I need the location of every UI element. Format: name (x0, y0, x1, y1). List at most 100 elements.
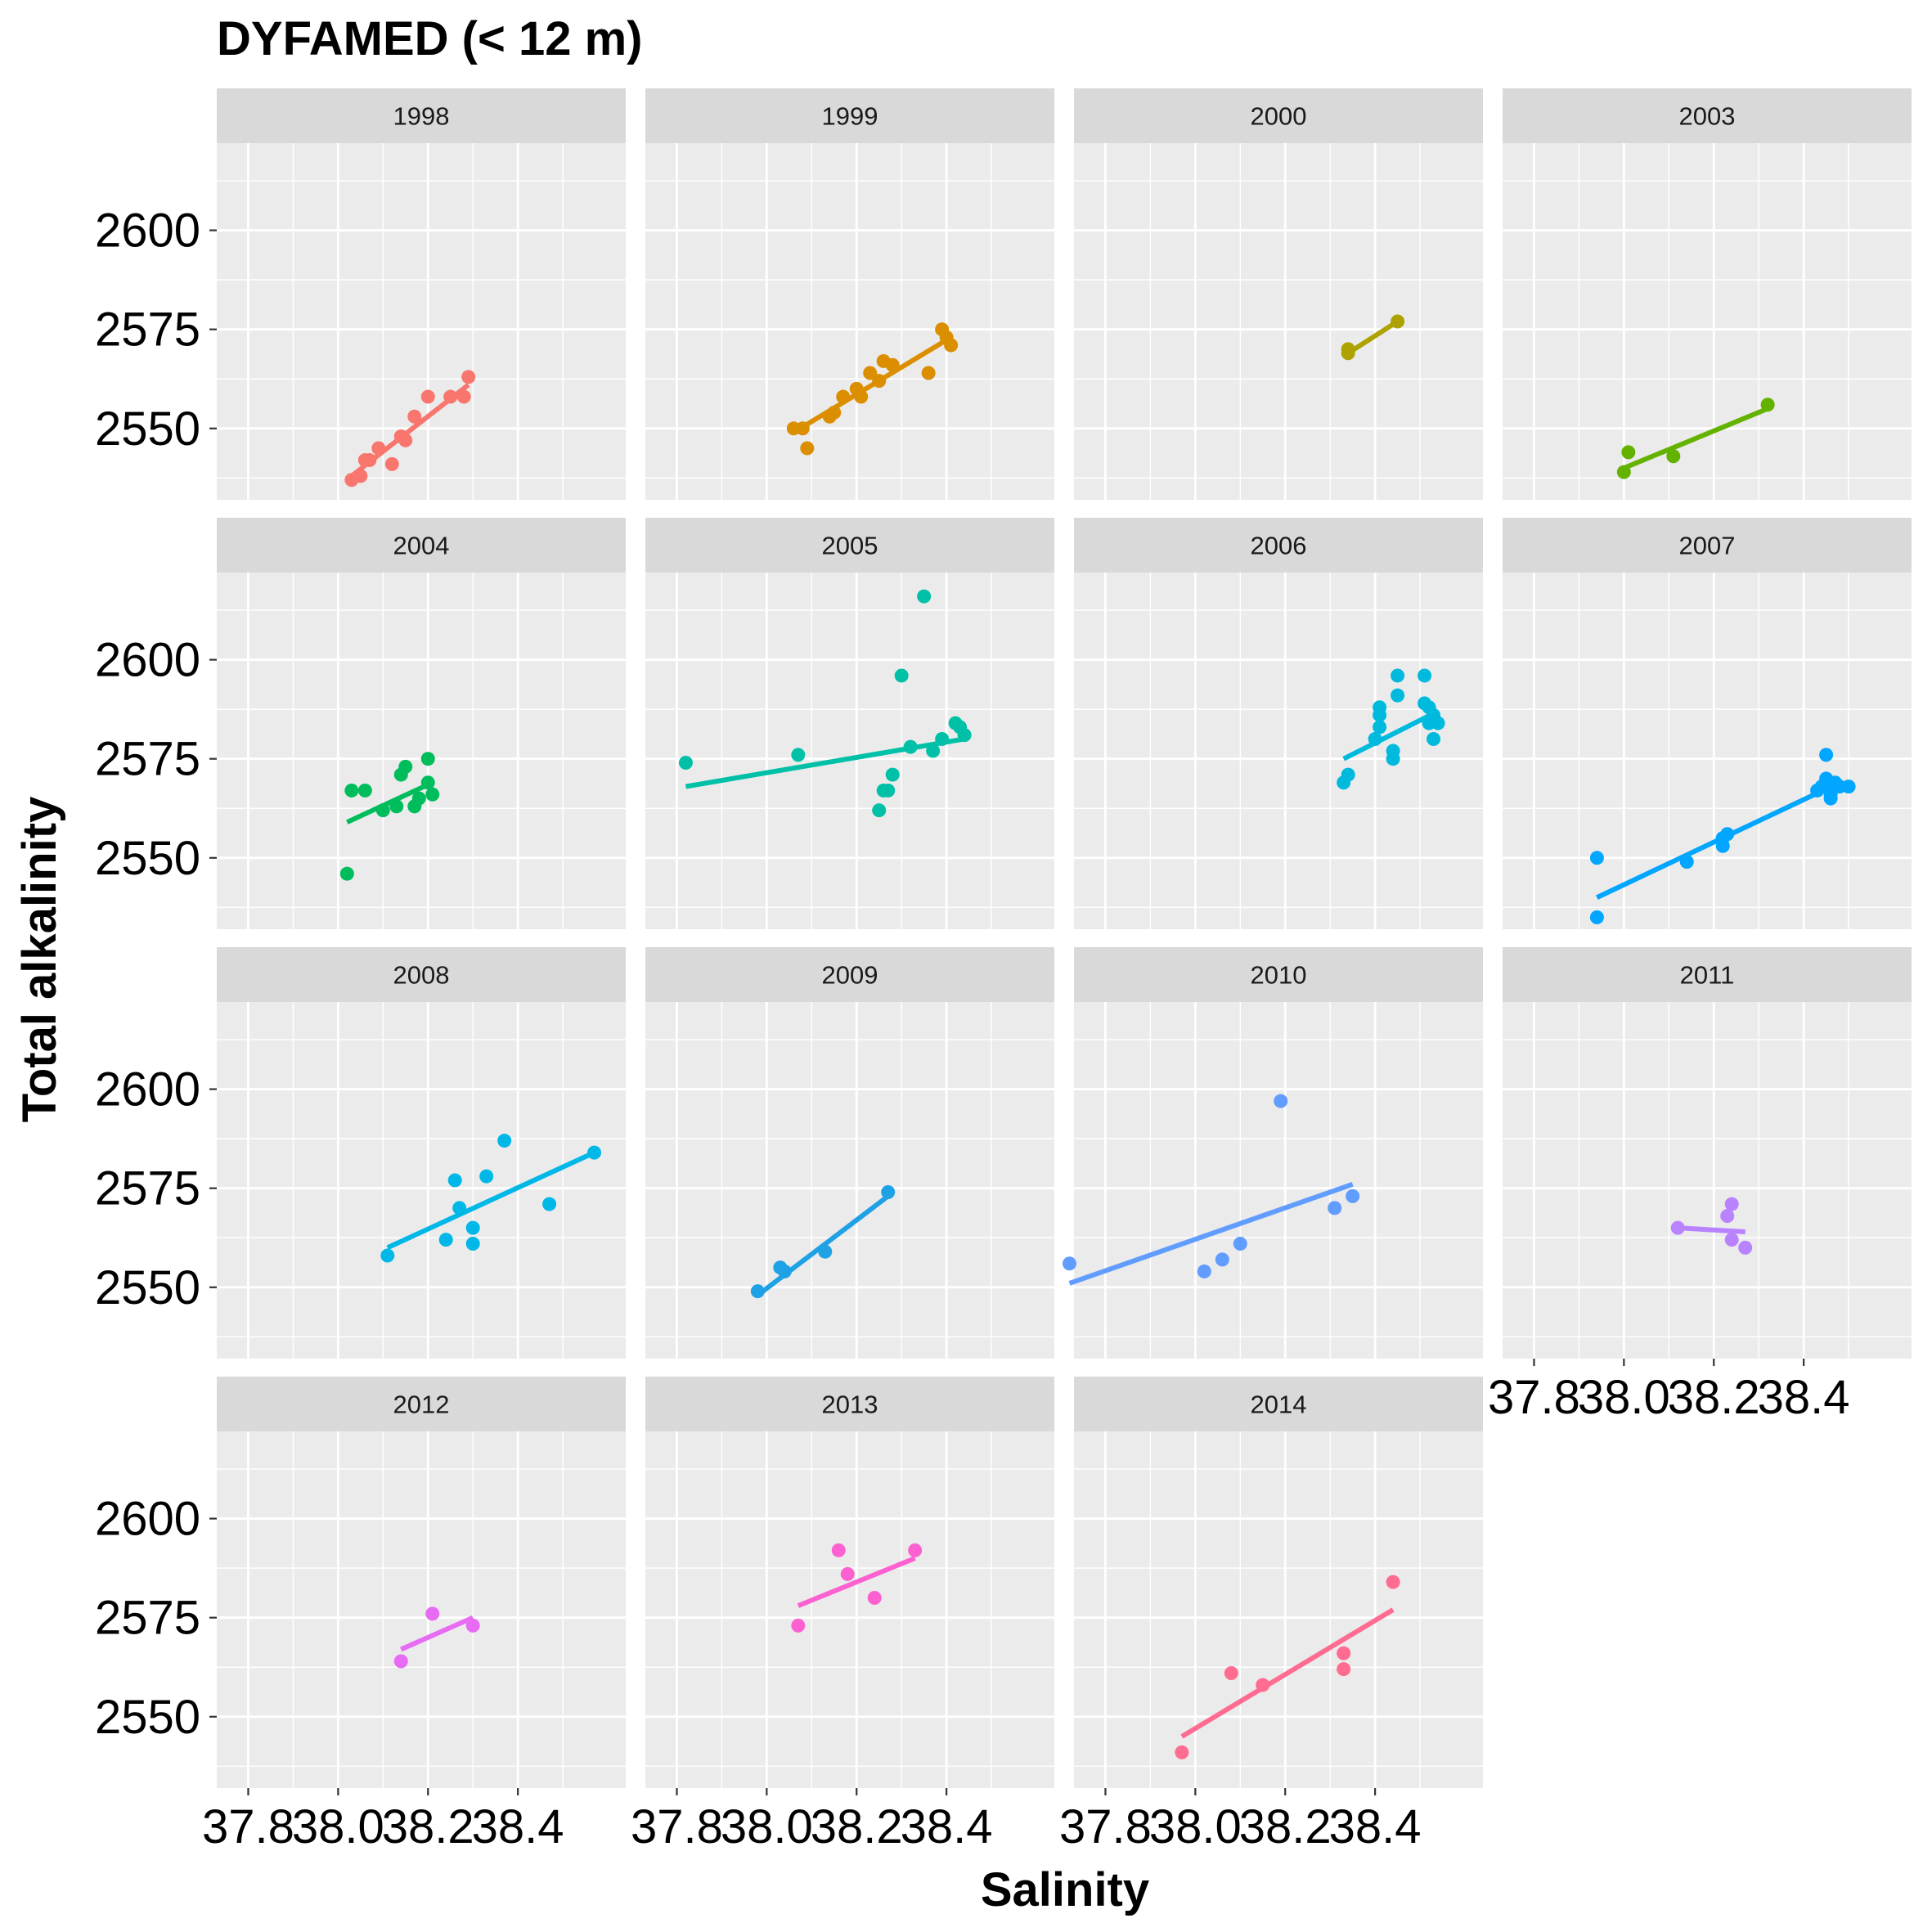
data-point (1720, 1209, 1735, 1224)
x-tick-label: 37.8 (1059, 1800, 1152, 1853)
data-point (339, 866, 354, 881)
y-tick-label: 2550 (95, 402, 200, 456)
data-point (1823, 787, 1838, 802)
facet-strip (1074, 947, 1483, 1002)
facet-strip (1074, 1377, 1483, 1431)
x-tick-label: 37.8 (1488, 1371, 1580, 1424)
facet-panel-2011: 2011 (1488, 947, 1912, 1359)
data-point (362, 453, 377, 468)
data-point (1256, 1678, 1270, 1692)
data-point (353, 469, 368, 483)
y-tick-label: 2600 (95, 634, 200, 687)
data-point (1666, 449, 1681, 464)
data-point (420, 389, 435, 404)
data-point (1589, 851, 1604, 865)
data-point (1621, 445, 1636, 460)
regression-line (797, 1556, 916, 1608)
plot-background (1503, 143, 1912, 500)
data-point (1391, 314, 1405, 329)
data-point (1328, 1201, 1342, 1215)
data-point (935, 731, 950, 746)
plot-background (645, 1431, 1054, 1788)
data-point (894, 668, 909, 683)
data-point (872, 803, 887, 818)
data-point (1215, 1252, 1229, 1267)
data-point (1760, 398, 1775, 412)
data-point (1373, 700, 1387, 715)
grid-lines (631, 1431, 1054, 1788)
plot-background (217, 1002, 626, 1359)
data-point (1616, 465, 1631, 479)
data-point (456, 389, 471, 404)
facet-strip-label: 2014 (1251, 1391, 1307, 1419)
data-point (380, 1248, 395, 1263)
facet-strip-label: 2013 (822, 1391, 878, 1419)
data-point (840, 1566, 855, 1581)
y-tick-label: 2600 (95, 1493, 200, 1546)
data-point (800, 441, 815, 456)
grid-lines (1059, 1431, 1483, 1788)
facet-strip-label: 1998 (393, 102, 450, 131)
plot-background (645, 1002, 1054, 1359)
plot-background (645, 573, 1054, 929)
y-axis-ticks: 2550 2575 2600 2550 2575 2600 2550 2575 2600 2550… (95, 204, 217, 1744)
facet-strip (1503, 518, 1912, 573)
y-tick-label: 2550 (95, 832, 200, 885)
data-point (461, 370, 476, 384)
data-point (1819, 748, 1834, 762)
data-point (452, 1201, 467, 1215)
data-point (393, 1654, 408, 1669)
x-tick-label: 38.4 (901, 1800, 993, 1853)
grid-lines (631, 1002, 1054, 1359)
facet-panel-2000: 2000 (1059, 88, 1483, 500)
grid-lines (631, 573, 1054, 929)
data-point (827, 405, 842, 420)
y-tick-label: 2575 (95, 1592, 200, 1645)
data-point (587, 1145, 602, 1160)
facet-panel-2004: 2004 (202, 518, 626, 929)
grid-lines (202, 1431, 626, 1788)
y-tick-label: 2575 (95, 1162, 200, 1215)
data-point (917, 589, 932, 604)
facet-strip (1503, 947, 1912, 1002)
x-tick-label: 38.2 (811, 1800, 903, 1853)
facet-strip-label: 2008 (393, 961, 450, 990)
y-axis-title: Total alkalinity (13, 797, 66, 1123)
data-point (863, 366, 878, 380)
data-point (944, 338, 959, 353)
data-point (1738, 1240, 1753, 1255)
facet-strip-label: 2009 (822, 961, 878, 990)
data-point (1337, 1662, 1351, 1677)
data-point (1373, 720, 1387, 735)
facet-panel-2012: 2012 (202, 1377, 626, 1788)
grid-lines (1059, 573, 1483, 929)
x-tick-label: 38.4 (472, 1800, 564, 1853)
facet-strip (217, 1377, 626, 1431)
facet-strip (645, 947, 1054, 1002)
data-point (791, 1618, 806, 1633)
regression-line (792, 335, 953, 435)
data-point (881, 783, 896, 798)
facet-panel-2003: 2003 (1488, 88, 1912, 500)
chart-title: DYFAMED (< 12 m) (217, 12, 643, 65)
data-point (795, 421, 810, 436)
data-point (854, 389, 869, 404)
x-tick-label: 38.0 (292, 1800, 384, 1853)
facet-panel-2010: 2010 (1059, 947, 1483, 1359)
data-point (465, 1220, 480, 1235)
x-tick-label: 38.0 (1578, 1371, 1670, 1424)
x-tick-label: 38.0 (721, 1800, 813, 1853)
x-axis-ticks: 37.838.038.238.437.838.038.238.4 37.838.0… (202, 1359, 1850, 1853)
data-point (1274, 1094, 1288, 1108)
x-tick-label: 38.2 (382, 1800, 474, 1853)
data-point (1724, 1233, 1739, 1247)
data-point (1063, 1256, 1077, 1271)
data-point (447, 1173, 462, 1188)
grid-lines (1488, 573, 1912, 929)
facet-strip-label: 2005 (822, 532, 878, 560)
facet-panel-2009: 2009 (631, 947, 1054, 1359)
plot-background (1074, 573, 1483, 929)
plot-background (645, 143, 1054, 500)
facet-panel-2014: 2014 (1059, 1377, 1483, 1788)
